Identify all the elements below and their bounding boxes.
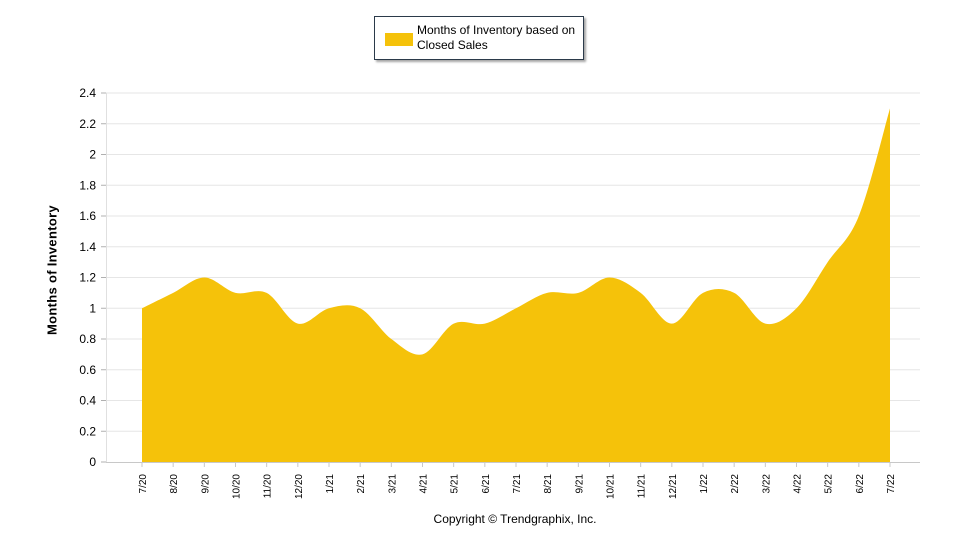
y-tick-label: 2.2	[79, 117, 96, 131]
x-tick-label: 4/22	[793, 474, 804, 494]
y-tick-labels: 0 0.2 0.4 0.6 0.8 1 1.2 1.4 1.6 1.8 2 2.2 2.4	[79, 86, 96, 469]
y-tick-label: 0	[89, 455, 96, 469]
x-tick-label: 10/20	[232, 474, 243, 499]
x-tick-label: 8/21	[543, 474, 554, 494]
x-tick-label: 7/20	[138, 474, 149, 494]
x-tick-label: 11/21	[637, 474, 648, 499]
y-tick-label: 2.4	[79, 86, 96, 100]
x-tick-label: 3/21	[387, 474, 398, 494]
axes	[106, 93, 920, 467]
y-tick-label: 1.2	[79, 271, 96, 285]
x-tick-label: 12/20	[294, 474, 305, 499]
x-tick-label: 6/22	[855, 474, 866, 494]
x-tick-label: 9/20	[200, 474, 211, 494]
y-tick-label: 0.2	[79, 424, 96, 438]
x-tick-label: 12/21	[668, 474, 679, 499]
y-tick-label: 2	[89, 148, 96, 162]
legend: Months of Inventory based on Closed Sale…	[374, 16, 584, 60]
y-tick-label: 1.8	[79, 178, 96, 192]
y-tick-label: 0.4	[79, 394, 96, 408]
x-tick-label: 10/21	[606, 474, 617, 499]
x-tick-label: 4/21	[419, 474, 430, 494]
legend-swatch	[385, 33, 413, 46]
y-tick-label: 1.4	[79, 240, 96, 254]
legend-label: Months of Inventory based on Closed Sale…	[417, 23, 576, 52]
copyright-text: Copyright © Trendgraphix, Inc.	[433, 512, 597, 526]
x-tick-label: 1/21	[325, 474, 336, 494]
area-series	[141, 108, 891, 462]
y-tick-label: 1.6	[79, 209, 96, 223]
x-tick-label: 5/21	[450, 474, 461, 494]
x-tick-label: 8/20	[169, 474, 180, 494]
x-tick-label: 5/22	[824, 474, 835, 494]
y-tick-label: 1	[89, 301, 96, 315]
x-tick-label: 11/20	[263, 474, 274, 499]
x-tick-label: 3/22	[761, 474, 772, 494]
area-fill	[142, 108, 890, 462]
x-tick-label: 1/22	[699, 474, 710, 494]
x-tick-label: 7/21	[512, 474, 523, 494]
x-tick-label: 2/21	[356, 474, 367, 494]
y-tick-label: 0.8	[79, 332, 96, 346]
x-tick-label: 2/22	[730, 474, 741, 494]
x-tick-labels: 7/20 8/20 9/20 10/20 11/20 12/20 1/21 2/21 3/21 4…	[138, 474, 897, 499]
x-tick-label: 7/22	[886, 474, 897, 494]
x-tick-label: 6/21	[481, 474, 492, 494]
y-tick-label: 0.6	[79, 363, 96, 377]
x-tick-label: 9/21	[574, 474, 585, 494]
